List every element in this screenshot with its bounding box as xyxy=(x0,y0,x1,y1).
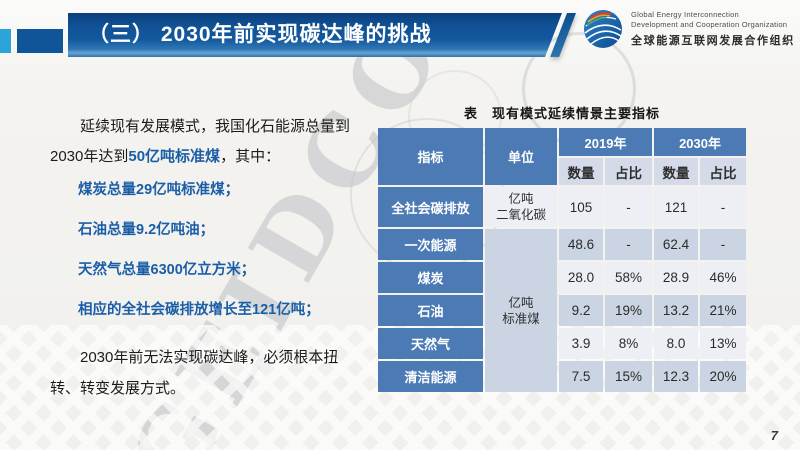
header-accent-square-light xyxy=(0,29,11,53)
cell-pct-2019: 19% xyxy=(605,295,653,326)
intro-text-prefix: 延续现有发展模式，我国化石能源总量到2030年达到 xyxy=(50,118,351,165)
row-label: 煤炭 xyxy=(378,262,483,293)
subheader-pct-2030: 占比 xyxy=(700,158,747,185)
cell-qty-2030: 13.2 xyxy=(654,295,699,326)
table-title: 表 现有模式延续情景主要指标 xyxy=(463,106,660,121)
cell-pct-2019: - xyxy=(605,187,653,227)
col-header-unit: 单位 xyxy=(485,128,557,185)
cell-qty-2019: 7.5 xyxy=(559,361,603,392)
cell-pct-2019: 58% xyxy=(605,262,653,293)
col-header-2030: 2030年 xyxy=(654,128,747,156)
globe-icon xyxy=(584,10,622,48)
subheader-qty-2030: 数量 xyxy=(654,158,699,185)
table-row: 天然气 3.9 8% 8.0 13% xyxy=(378,328,747,359)
cell-qty-2019: 3.9 xyxy=(559,328,603,359)
cell-pct-2019: 8% xyxy=(605,328,653,359)
logo-name-en-line2: Development and Cooperation Organization xyxy=(631,20,788,29)
subheader-pct-2019: 占比 xyxy=(605,158,653,185)
logo-text: Global Energy Interconnection Developmen… xyxy=(631,10,795,48)
cell-qty-2030: 28.9 xyxy=(654,262,699,293)
unit-coal-equivalent-cell: 亿吨 标准煤 xyxy=(485,229,557,392)
title-banner: （三） 2030年前实现碳达峰的挑战 xyxy=(68,13,562,57)
intro-highlight: 50亿吨标准煤 xyxy=(128,148,221,165)
table-row: 一次能源 亿吨 标准煤 48.6 - 62.4 - xyxy=(378,229,747,392)
cell-qty-2030: 8.0 xyxy=(654,328,699,359)
row-label: 天然气 xyxy=(378,328,483,359)
cell-pct-2030: - xyxy=(700,229,747,260)
unit-co2-cell: 亿吨 二氧化碳 xyxy=(485,187,557,227)
bullet-coal: 煤炭总量29亿吨标准煤； xyxy=(78,182,240,198)
cell-pct-2019: - xyxy=(605,229,653,260)
cell-pct-2019: 15% xyxy=(605,361,653,392)
table-panel: 表 现有模式延续情景主要指标 指标 单位 2019年 2030年 数量 占比 数… xyxy=(376,103,748,394)
row-label: 全社会碳排放 xyxy=(378,187,483,227)
row-label: 一次能源 xyxy=(378,229,483,260)
logo-name-zh: 全球能源互联网发展合作组织 xyxy=(631,35,795,47)
cell-pct-2030: 20% xyxy=(700,361,747,392)
cell-qty-2030: 62.4 xyxy=(654,229,699,260)
cell-qty-2019: 48.6 xyxy=(559,229,603,260)
table-row: 石油 9.2 19% 13.2 21% xyxy=(378,295,747,326)
conclusion-paragraph: 2030年前无法实现碳达峰，必须根本扭转、转变发展方式。 xyxy=(50,349,339,397)
table-row: 煤炭 28.0 58% 28.9 46% xyxy=(378,262,747,293)
cell-qty-2030: 12.3 xyxy=(654,361,699,392)
cell-qty-2030: 121 xyxy=(654,187,699,227)
logo-name-en-line1: Global Energy Interconnection xyxy=(631,10,739,19)
col-header-2019: 2019年 xyxy=(559,128,653,156)
intro-paragraph: 延续现有发展模式，我国化石能源总量到2030年达到50亿吨标准煤，其中： xyxy=(50,112,364,172)
cell-pct-2030: - xyxy=(700,187,747,227)
col-header-indicator: 指标 xyxy=(378,128,483,185)
cell-qty-2019: 105 xyxy=(559,187,603,227)
cell-pct-2030: 13% xyxy=(700,328,747,359)
bullet-oil: 石油总量9.2亿吨油； xyxy=(78,222,215,238)
cell-qty-2019: 9.2 xyxy=(559,295,603,326)
left-text-panel: 延续现有发展模式，我国化石能源总量到2030年达到50亿吨标准煤，其中： 煤炭总… xyxy=(50,112,364,404)
header-accent-square-dark xyxy=(17,29,63,53)
row-label: 石油 xyxy=(378,295,483,326)
cell-qty-2019: 28.0 xyxy=(559,262,603,293)
cell-pct-2030: 46% xyxy=(700,262,747,293)
scenario-indicators-table: 指标 单位 2019年 2030年 数量 占比 数量 占比 全社会碳排放 亿吨 … xyxy=(376,126,748,394)
bullet-gas: 天然气总量6300亿立方米； xyxy=(78,262,256,278)
row-label: 清洁能源 xyxy=(378,361,483,392)
table-row: 清洁能源 7.5 15% 12.3 20% xyxy=(378,361,747,392)
geidco-logo: Global Energy Interconnection Developmen… xyxy=(583,9,795,49)
page-number: 7 xyxy=(770,428,778,443)
subheader-qty-2019: 数量 xyxy=(559,158,603,185)
bullet-emissions: 相应的全社会碳排放增长至121亿吨； xyxy=(78,302,320,318)
intro-text-suffix: ，其中： xyxy=(220,148,281,165)
table-row: 全社会碳排放 亿吨 二氧化碳 105 - 121 - xyxy=(378,187,747,227)
cell-pct-2030: 21% xyxy=(700,295,747,326)
slide-title: （三） 2030年前实现碳达峰的挑战 xyxy=(88,23,432,46)
